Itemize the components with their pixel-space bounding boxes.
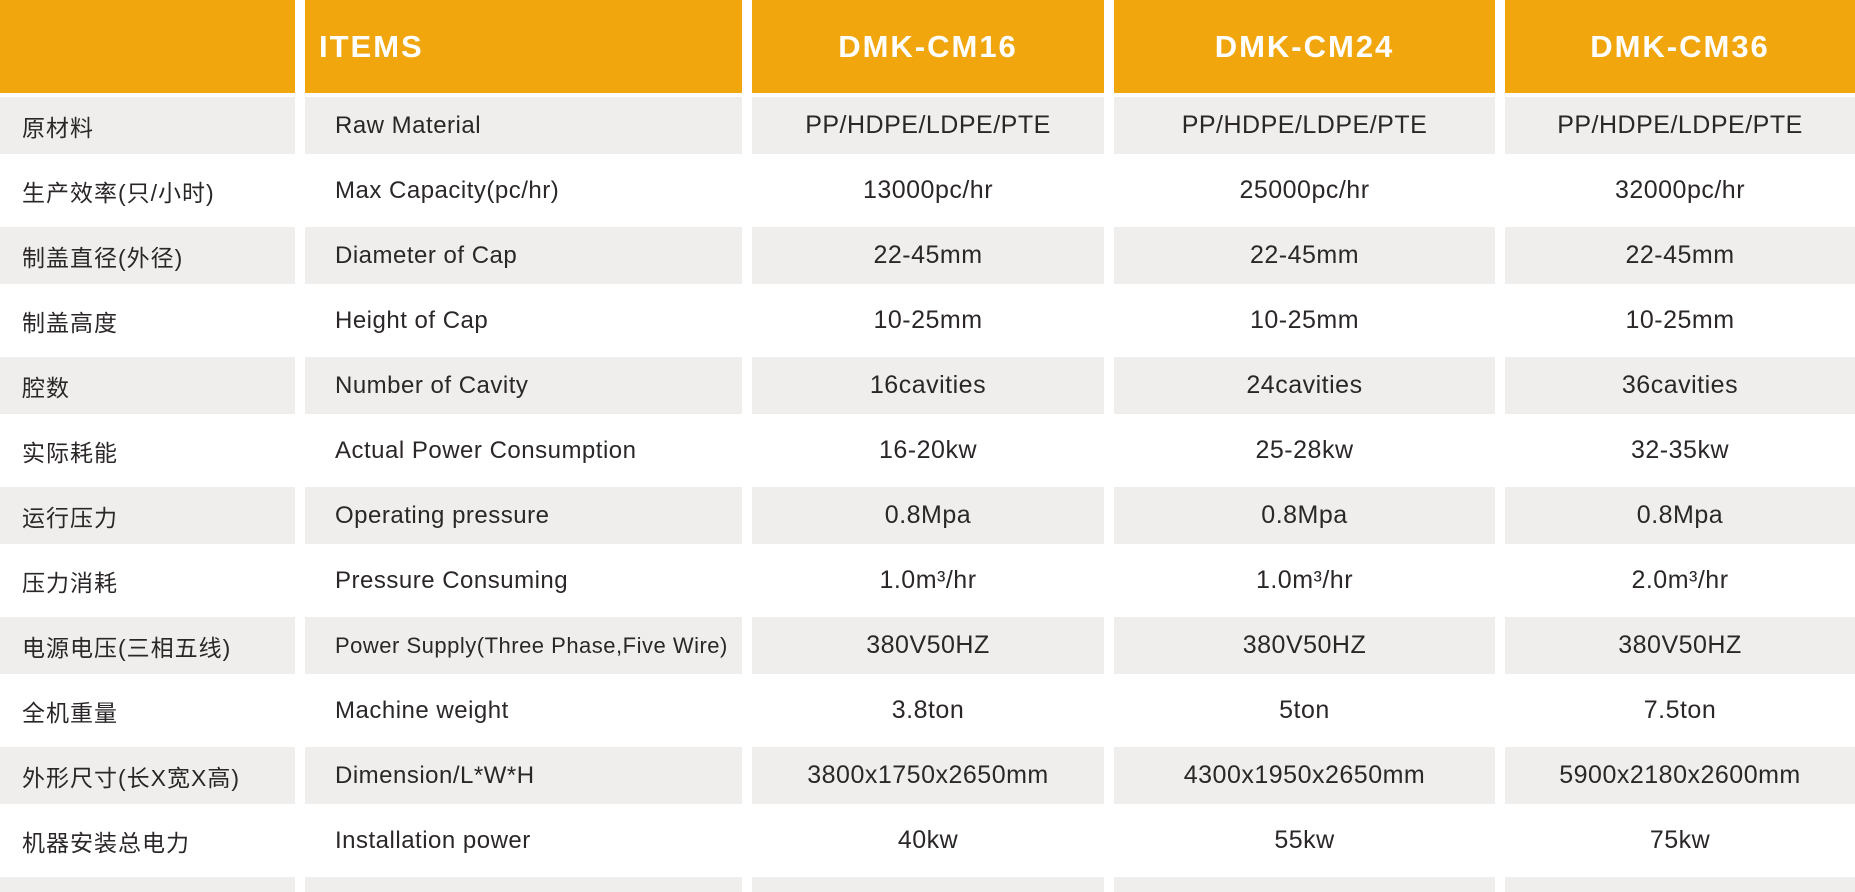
value-dmk-cm36: 10-25mm xyxy=(1505,292,1855,349)
value-dmk-cm16: 3800x1750x2650mm xyxy=(752,747,1104,804)
header-corner-cell xyxy=(0,0,295,93)
value-dmk-cm24: 5ton xyxy=(1114,682,1495,739)
value-dmk-cm24: 24cavities xyxy=(1114,357,1495,414)
row-label-cn: 实际耗能 xyxy=(0,422,295,479)
value-dmk-cm16: 3.8ton xyxy=(752,682,1104,739)
cutoff-cell xyxy=(0,877,295,892)
header-model-dmk-cm36: DMK-CM36 xyxy=(1505,0,1855,93)
row-label-en: Dimension/L*W*H xyxy=(305,747,742,804)
value-dmk-cm36: 22-45mm xyxy=(1505,227,1855,284)
row-label-cn: 外形尺寸(长X宽X高) xyxy=(0,747,295,804)
row-label-cn: 腔数 xyxy=(0,357,295,414)
value-dmk-cm36: 2.0m³/hr xyxy=(1505,552,1855,609)
value-dmk-cm36: 0.8Mpa xyxy=(1505,487,1855,544)
table-row: 腔数 Number of Cavity 16cavities 24cavities 36… xyxy=(0,357,1855,414)
row-label-en: Diameter of Cap xyxy=(305,227,742,284)
header-model-dmk-cm24: DMK-CM24 xyxy=(1114,0,1495,93)
row-label-en: Actual Power Consumption xyxy=(305,422,742,479)
row-label-en: Installation power xyxy=(305,812,742,869)
table-row: 外形尺寸(长X宽X高) Dimension/L*W*H 3800x1750x2650… xyxy=(0,747,1855,804)
model-label: DMK-CM16 xyxy=(838,28,1018,64)
table-row: 实际耗能 Actual Power Consumption 16-20kw 25-28… xyxy=(0,422,1855,479)
table-row: 全机重量 Machine weight 3.8ton 5ton 7.5ton xyxy=(0,682,1855,739)
value-dmk-cm16: 40kw xyxy=(752,812,1104,869)
row-label-cn: 原材料 xyxy=(0,97,295,154)
row-label-cn: 全机重量 xyxy=(0,682,295,739)
table-row: 制盖高度 Height of Cap 10-25mm 10-25mm 10-25mm xyxy=(0,292,1855,349)
row-label-en: Power Supply(Three Phase,Five Wire) xyxy=(305,617,742,674)
table-row: 机器安装总电力 Installation power 40kw 55kw 75kw xyxy=(0,812,1855,869)
table-row: 制盖直径(外径) Diameter of Cap 22-45mm 22-45mm 22-… xyxy=(0,227,1855,284)
value-dmk-cm36: 32000pc/hr xyxy=(1505,162,1855,219)
header-items-cell: ITEMS xyxy=(305,0,742,93)
value-dmk-cm24: PP/HDPE/LDPE/PTE xyxy=(1114,97,1495,154)
row-label-en: Height of Cap xyxy=(305,292,742,349)
model-label: DMK-CM36 xyxy=(1590,28,1770,64)
value-dmk-cm16: 16-20kw xyxy=(752,422,1104,479)
value-dmk-cm24: 0.8Mpa xyxy=(1114,487,1495,544)
value-dmk-cm16: PP/HDPE/LDPE/PTE xyxy=(752,97,1104,154)
value-dmk-cm36: 7.5ton xyxy=(1505,682,1855,739)
value-dmk-cm24: 10-25mm xyxy=(1114,292,1495,349)
value-dmk-cm24: 25000pc/hr xyxy=(1114,162,1495,219)
row-label-en: Operating pressure xyxy=(305,487,742,544)
value-dmk-cm36: 36cavities xyxy=(1505,357,1855,414)
table-body: 原材料 Raw Material PP/HDPE/LDPE/PTE PP/HDPE/L… xyxy=(0,97,1855,869)
value-dmk-cm16: 380V50HZ xyxy=(752,617,1104,674)
table-row: 原材料 Raw Material PP/HDPE/LDPE/PTE PP/HDPE/L… xyxy=(0,97,1855,154)
row-label-en: Pressure Consuming xyxy=(305,552,742,609)
header-model-dmk-cm16: DMK-CM16 xyxy=(752,0,1104,93)
cutoff-cell xyxy=(1505,877,1855,892)
value-dmk-cm24: 25-28kw xyxy=(1114,422,1495,479)
value-dmk-cm24: 55kw xyxy=(1114,812,1495,869)
table-row: 压力消耗 Pressure Consuming 1.0m³/hr 1.0m³/hr 2.… xyxy=(0,552,1855,609)
row-label-cn: 制盖高度 xyxy=(0,292,295,349)
row-label-en: Number of Cavity xyxy=(305,357,742,414)
model-label: DMK-CM24 xyxy=(1214,28,1395,64)
cutoff-cell xyxy=(305,877,742,892)
cutoff-cell xyxy=(1114,877,1495,892)
row-label-cn: 生产效率(只/小时) xyxy=(0,162,295,219)
row-label-cn: 压力消耗 xyxy=(0,552,295,609)
value-dmk-cm36: 380V50HZ xyxy=(1505,617,1855,674)
row-label-en: Machine weight xyxy=(305,682,742,739)
value-dmk-cm16: 13000pc/hr xyxy=(752,162,1104,219)
row-label-en: Raw Material xyxy=(305,97,742,154)
row-label-en: Max Capacity(pc/hr) xyxy=(305,162,742,219)
row-label-cn: 电源电压(三相五线) xyxy=(0,617,295,674)
table-header-row: ITEMS DMK-CM16 DMK-CM24 DMK-CM36 xyxy=(0,0,1855,93)
table-row: 电源电压(三相五线) Power Supply(Three Phase,Five … xyxy=(0,617,1855,674)
value-dmk-cm16: 16cavities xyxy=(752,357,1104,414)
value-dmk-cm24: 22-45mm xyxy=(1114,227,1495,284)
value-dmk-cm36: 32-35kw xyxy=(1505,422,1855,479)
table-row: 运行压力 Operating pressure 0.8Mpa 0.8Mpa 0.8Mpa xyxy=(0,487,1855,544)
value-dmk-cm36: 5900x2180x2600mm xyxy=(1505,747,1855,804)
items-label: ITEMS xyxy=(319,28,424,64)
value-dmk-cm16: 0.8Mpa xyxy=(752,487,1104,544)
value-dmk-cm24: 1.0m³/hr xyxy=(1114,552,1495,609)
value-dmk-cm36: PP/HDPE/LDPE/PTE xyxy=(1505,97,1855,154)
value-dmk-cm24: 4300x1950x2650mm xyxy=(1114,747,1495,804)
row-label-cn: 制盖直径(外径) xyxy=(0,227,295,284)
row-label-cn: 机器安装总电力 xyxy=(0,812,295,869)
row-label-cn: 运行压力 xyxy=(0,487,295,544)
cutoff-row xyxy=(0,877,1855,892)
value-dmk-cm16: 10-25mm xyxy=(752,292,1104,349)
table-row: 生产效率(只/小时) Max Capacity(pc/hr) 13000pc/hr 2… xyxy=(0,162,1855,219)
value-dmk-cm24: 380V50HZ xyxy=(1114,617,1495,674)
value-dmk-cm16: 1.0m³/hr xyxy=(752,552,1104,609)
cutoff-cell xyxy=(752,877,1104,892)
value-dmk-cm36: 75kw xyxy=(1505,812,1855,869)
value-dmk-cm16: 22-45mm xyxy=(752,227,1104,284)
